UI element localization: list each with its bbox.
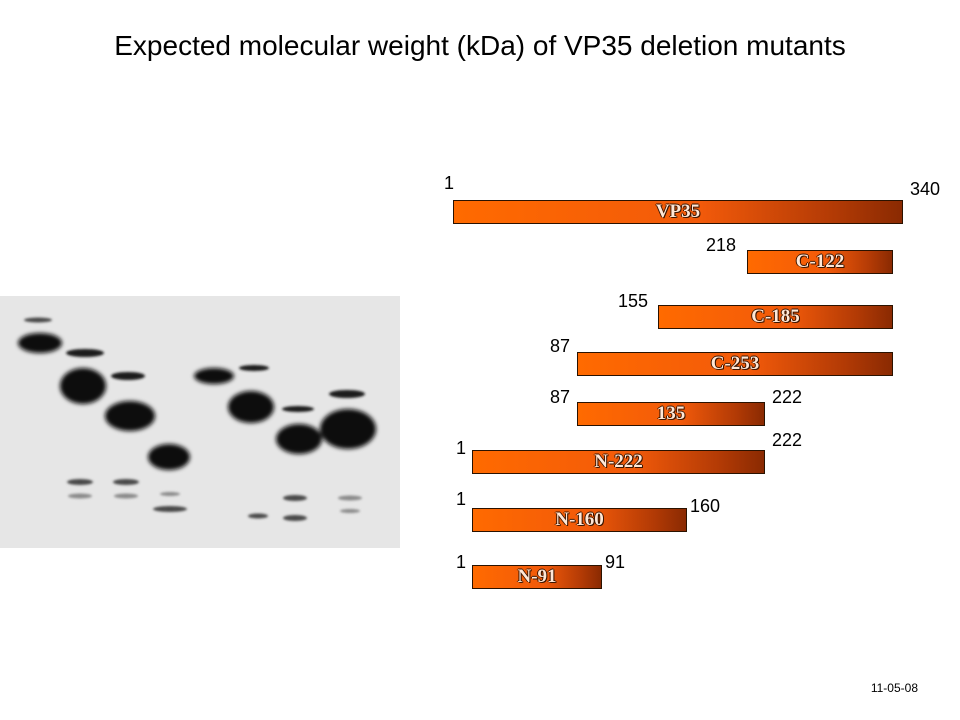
c185-start-position: 155: [618, 291, 649, 311]
construct-bar-135: 135: [577, 402, 765, 426]
c135-start-position: 87: [550, 387, 571, 407]
vp35-start-position: 1: [444, 173, 455, 193]
n91-end-position: 91: [605, 552, 626, 572]
construct-bar-n160: N-160: [472, 508, 687, 532]
vp35-end-position: 340: [910, 179, 941, 199]
western-blot-image: [0, 296, 400, 548]
n160-start-position: 1: [456, 489, 467, 509]
construct-label-c253: C-253: [710, 353, 760, 374]
slide-date: 11-05-08: [870, 681, 918, 695]
construct-bar-c185: C-185: [658, 305, 893, 329]
construct-label-n160: N-160: [555, 509, 604, 530]
construct-label-c185: C-185: [751, 306, 800, 327]
slide-title: Expected molecular weight (kDa) of VP35 …: [114, 30, 846, 61]
construct-bar-n222: N-222: [472, 450, 765, 474]
c122-start-position: 218: [706, 235, 737, 255]
construct-label-n222: N-222: [594, 451, 643, 472]
western-blot-bands: [0, 296, 400, 548]
n222-start-position: 1: [456, 438, 467, 458]
c253-start-position: 87: [550, 336, 571, 356]
construct-bar-c122: C-122: [747, 250, 893, 274]
construct-label-n91: N-91: [517, 566, 557, 587]
construct-bar-c253: C-253: [577, 352, 893, 376]
construct-label-135: 135: [656, 403, 686, 424]
n160-end-position: 160: [690, 496, 721, 516]
construct-bar-n91: N-91: [472, 565, 602, 589]
construct-label-c122: C-122: [795, 251, 845, 272]
c135-end-position: 222: [772, 387, 803, 407]
construct-bar-vp35: VP35: [453, 200, 903, 224]
n222-end-position: 222: [772, 430, 803, 450]
construct-label-vp35: VP35: [655, 201, 701, 222]
n91-start-position: 1: [456, 552, 467, 572]
